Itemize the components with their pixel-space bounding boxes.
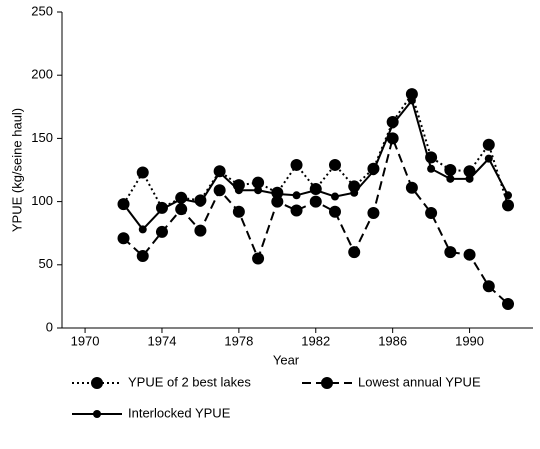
data-point [136,166,149,179]
data-point [405,181,418,194]
legend-label: Interlocked YPUE [128,405,231,420]
data-point [117,232,130,245]
data-point [388,120,397,129]
data-point [348,246,361,259]
data-point [252,176,265,189]
data-point [367,206,380,219]
legend-label: YPUE of 2 best lakes [128,374,251,389]
data-point [444,164,457,176]
y-tick-label: 50 [39,256,53,271]
data-point [444,246,457,259]
data-point [484,154,493,163]
data-point [311,186,320,195]
series-line [122,135,509,305]
x-tick-label: 1982 [301,333,330,348]
data-point [482,280,495,293]
data-point [330,192,339,201]
data-point [350,188,359,197]
legend-marker [321,377,333,389]
y-axis-label: YPUE (kg/seine haul) [9,108,24,232]
data-point [213,184,226,197]
data-point [463,248,476,261]
data-point [502,199,515,212]
y-tick-label: 0 [46,319,53,334]
data-point [309,195,322,208]
legend-label: Lowest annual YPUE [358,374,481,389]
data-point [386,132,399,145]
data-point [405,88,418,101]
data-point [292,191,301,200]
x-tick-label: 1974 [148,333,177,348]
x-tick-label: 1970 [71,333,100,348]
data-point [155,225,168,238]
data-point [369,167,378,176]
data-point [273,190,282,199]
data-point [138,225,147,234]
y-tick-label: 250 [31,3,53,18]
data-point [427,164,436,173]
data-point [482,138,495,151]
data-point [504,191,513,200]
data-point [175,203,188,216]
legend-marker [91,377,103,389]
data-point [119,200,128,209]
data-point [136,249,149,262]
x-tick-label: 1986 [378,333,407,348]
x-axis-label: Year [273,352,300,367]
data-point [502,297,515,310]
data-point [465,174,474,183]
x-tick-label: 1990 [455,333,484,348]
y-tick-label: 100 [31,193,53,208]
y-tick-label: 150 [31,130,53,145]
data-point [271,195,284,208]
data-point [290,158,303,171]
data-point [194,224,207,237]
data-point [407,96,416,105]
data-point [252,252,265,265]
x-tick-label: 1978 [224,333,253,348]
y-tick-label: 200 [31,67,53,82]
legend-marker [93,410,101,418]
data-point [234,186,243,195]
data-point [425,206,438,219]
data-point [254,186,263,195]
data-point [157,205,166,214]
data-point [328,158,341,171]
data-point [232,205,245,218]
data-point [446,174,455,183]
data-point [196,198,205,207]
data-point [215,168,224,177]
data-point [328,205,341,218]
data-point [290,204,303,217]
series-line [122,91,509,210]
data-point [177,195,186,204]
